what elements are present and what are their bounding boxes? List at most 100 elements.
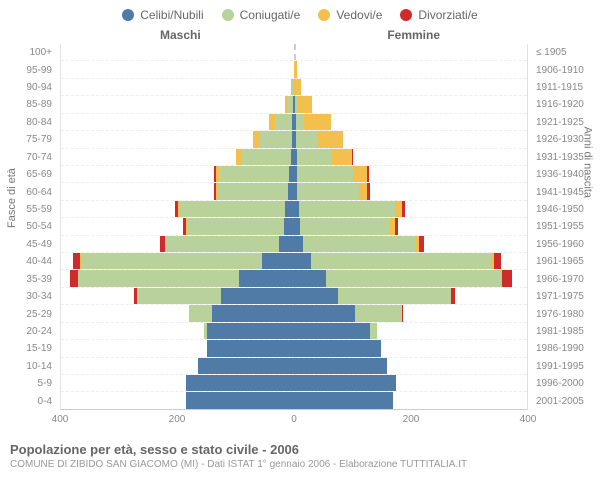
y-labels-age: 100+95-9990-9485-8980-8475-7970-7465-696… [10, 44, 56, 410]
male-half [61, 131, 294, 147]
bar-segment [367, 166, 369, 182]
age-label: 35-39 [10, 270, 56, 287]
x-tick: 0 [291, 414, 297, 425]
female-half [294, 236, 527, 252]
bar-segment [284, 218, 294, 234]
birth-label: 1926-1930 [532, 131, 590, 148]
bar-segment [242, 149, 292, 165]
birth-label: 1916-1920 [532, 96, 590, 113]
pyramid-row [61, 357, 527, 374]
legend-dot [122, 9, 134, 21]
male-half [61, 114, 294, 130]
chart-title: Popolazione per età, sesso e stato civil… [10, 442, 590, 457]
bar-segment [294, 236, 303, 252]
bar-segment [451, 288, 454, 304]
bar-segment [297, 183, 358, 199]
chart-subtitle: COMUNE DI ZIBIDO SAN GIACOMO (MI) - Dati… [10, 459, 590, 470]
bar-segment [367, 183, 369, 199]
birth-label: 1936-1940 [532, 166, 590, 183]
legend-item: Divorziati/e [400, 8, 477, 22]
bar-segment [186, 375, 294, 391]
age-label: 80-84 [10, 114, 56, 131]
age-label: 55-59 [10, 201, 56, 218]
male-half [61, 392, 294, 408]
bar-segment [395, 201, 402, 217]
chart-footer: Popolazione per età, sesso e stato civil… [10, 442, 590, 470]
male-half [61, 236, 294, 252]
birth-label: 1961-1965 [532, 253, 590, 270]
pyramid-row [61, 374, 527, 391]
bar-segment [81, 253, 262, 269]
bar-segment [332, 149, 352, 165]
birth-label: ≤ 1905 [532, 44, 590, 61]
legend-label: Vedovi/e [336, 8, 382, 22]
bar-segment [186, 392, 294, 408]
birth-label: 1991-1995 [532, 358, 590, 375]
male-half [61, 375, 294, 391]
bar-segment [73, 253, 80, 269]
male-half [61, 270, 294, 286]
female-half [294, 183, 527, 199]
pyramid-row [61, 95, 527, 112]
bar-segment [187, 218, 283, 234]
birth-label: 1946-1950 [532, 201, 590, 218]
birth-label: 1966-1970 [532, 270, 590, 287]
age-label: 25-29 [10, 305, 56, 322]
birth-label: 1921-1925 [532, 114, 590, 131]
label-female: Femmine [387, 28, 440, 42]
pyramid-row [61, 269, 527, 286]
female-half [294, 288, 527, 304]
age-label: 50-54 [10, 218, 56, 235]
x-axis: 4002000200400 [60, 414, 528, 428]
birth-label: 2001-2005 [532, 392, 590, 409]
legend-dot [222, 9, 234, 21]
birth-label: 1981-1985 [532, 323, 590, 340]
female-half [294, 131, 527, 147]
male-half [61, 79, 294, 95]
male-half [61, 288, 294, 304]
pyramid-row [61, 252, 527, 269]
legend-label: Coniugati/e [240, 8, 301, 22]
pyramid-row [61, 44, 527, 60]
bar-segment [260, 131, 292, 147]
male-half [61, 323, 294, 339]
legend-item: Vedovi/e [318, 8, 382, 22]
age-label: 95-99 [10, 61, 56, 78]
pyramid-row [61, 148, 527, 165]
plot-area [60, 44, 528, 410]
bar-segment [402, 201, 405, 217]
legend-dot [400, 9, 412, 21]
female-half [294, 375, 527, 391]
bar-segment [502, 270, 512, 286]
pyramid-row [61, 287, 527, 304]
legend-label: Divorziati/e [418, 8, 477, 22]
male-half [61, 218, 294, 234]
female-half [294, 392, 527, 408]
pyramid-row [61, 78, 527, 95]
bar-segment [294, 340, 381, 356]
birth-label: 1931-1935 [532, 149, 590, 166]
age-label: 45-49 [10, 236, 56, 253]
male-half [61, 305, 294, 321]
x-tick: 200 [169, 414, 186, 425]
chart-container: Celibi/NubiliConiugati/eVedovi/eDivorzia… [0, 0, 600, 500]
male-half [61, 44, 294, 60]
bar-segment [262, 253, 294, 269]
x-tick: 400 [52, 414, 69, 425]
bar-segment [180, 201, 285, 217]
male-half [61, 61, 294, 77]
pyramid-row [61, 304, 527, 321]
female-half [294, 166, 527, 182]
pyramid-row [61, 322, 527, 339]
bar-segment [359, 183, 368, 199]
bar-segment [296, 131, 316, 147]
male-half [61, 358, 294, 374]
bar-segment [285, 201, 294, 217]
birth-label: 1951-1955 [532, 218, 590, 235]
bar-rows [61, 44, 527, 409]
bar-segment [294, 253, 311, 269]
y-labels-birth: ≤ 19051906-19101911-19151916-19201921-19… [532, 44, 590, 410]
pyramid-row [61, 182, 527, 199]
bar-segment [297, 96, 312, 112]
bar-segment [219, 166, 289, 182]
